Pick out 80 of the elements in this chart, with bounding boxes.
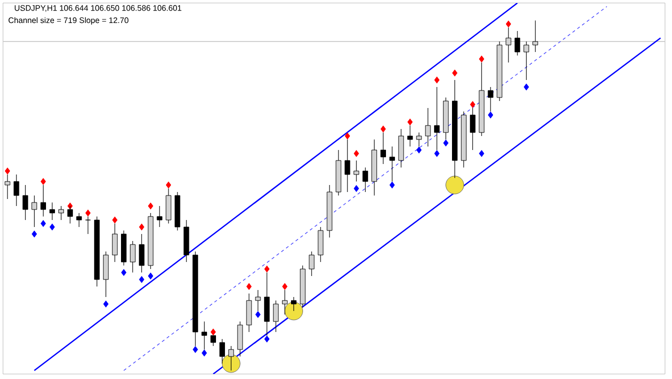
candlestick bbox=[273, 300, 279, 332]
candlestick bbox=[308, 251, 314, 276]
point bbox=[264, 336, 270, 342]
point bbox=[202, 350, 207, 356]
candlestick bbox=[219, 338, 225, 364]
candlestick bbox=[210, 335, 216, 346]
point bbox=[446, 176, 464, 194]
point bbox=[434, 76, 440, 84]
candlestick bbox=[506, 27, 512, 63]
point bbox=[452, 70, 458, 76]
point bbox=[32, 230, 37, 238]
candlestick bbox=[130, 240, 136, 273]
point bbox=[148, 202, 154, 210]
candlestick bbox=[434, 86, 440, 150]
point bbox=[407, 118, 413, 126]
point bbox=[67, 202, 73, 210]
point bbox=[354, 185, 360, 192]
candlestick bbox=[156, 206, 162, 228]
point bbox=[282, 283, 288, 290]
chart-subtitle: Channel size = 719 Slope = 12.70 bbox=[8, 17, 128, 25]
point bbox=[50, 224, 55, 230]
point bbox=[210, 328, 216, 336]
candlestick bbox=[389, 146, 395, 182]
candlestick bbox=[85, 216, 91, 234]
point bbox=[380, 126, 386, 132]
candlestick bbox=[58, 206, 64, 220]
candlestick bbox=[488, 86, 494, 112]
candlestick bbox=[76, 212, 82, 228]
point bbox=[470, 101, 476, 108]
point bbox=[192, 346, 198, 353]
point bbox=[478, 56, 484, 62]
candlestick bbox=[354, 160, 360, 182]
candlestick bbox=[112, 223, 118, 262]
candlestick bbox=[532, 20, 538, 52]
candlestick bbox=[255, 290, 261, 312]
point bbox=[506, 20, 512, 28]
point bbox=[166, 182, 172, 188]
candlestick bbox=[40, 184, 46, 217]
point bbox=[443, 140, 448, 146]
candlestick bbox=[344, 139, 350, 192]
candlestick bbox=[4, 174, 10, 200]
point bbox=[112, 216, 118, 224]
point bbox=[40, 220, 46, 227]
point bbox=[354, 150, 360, 157]
point bbox=[139, 276, 144, 283]
point bbox=[103, 300, 109, 308]
point bbox=[478, 150, 484, 157]
candlestick bbox=[49, 202, 55, 220]
candlestick bbox=[282, 290, 288, 315]
chart-title: USDJPY,H1 106.644 106.650 106.586 106.601 bbox=[14, 5, 182, 12]
point bbox=[121, 269, 126, 276]
point bbox=[488, 112, 494, 118]
candlestick bbox=[32, 195, 38, 228]
candlestick bbox=[470, 108, 476, 150]
point bbox=[40, 178, 46, 185]
point bbox=[284, 302, 303, 320]
point bbox=[148, 272, 154, 280]
candlestick bbox=[362, 167, 368, 192]
candlestick bbox=[524, 41, 530, 80]
point bbox=[434, 150, 440, 157]
point bbox=[416, 146, 422, 154]
candlestick bbox=[380, 132, 386, 164]
point bbox=[344, 132, 350, 140]
point bbox=[264, 266, 270, 272]
candlestick bbox=[138, 234, 144, 273]
point bbox=[85, 210, 91, 216]
candlestick bbox=[290, 296, 296, 312]
candlestick bbox=[425, 108, 431, 147]
candlestick bbox=[202, 321, 208, 350]
point bbox=[390, 182, 395, 188]
point bbox=[139, 224, 144, 230]
point bbox=[255, 311, 261, 318]
candlestick bbox=[22, 184, 28, 220]
candlestick bbox=[514, 30, 520, 56]
point bbox=[246, 283, 252, 290]
candlestick bbox=[14, 174, 20, 206]
candlestick bbox=[416, 132, 422, 147]
candlestick bbox=[228, 346, 234, 371]
candlestick bbox=[407, 125, 413, 147]
point bbox=[524, 84, 529, 90]
